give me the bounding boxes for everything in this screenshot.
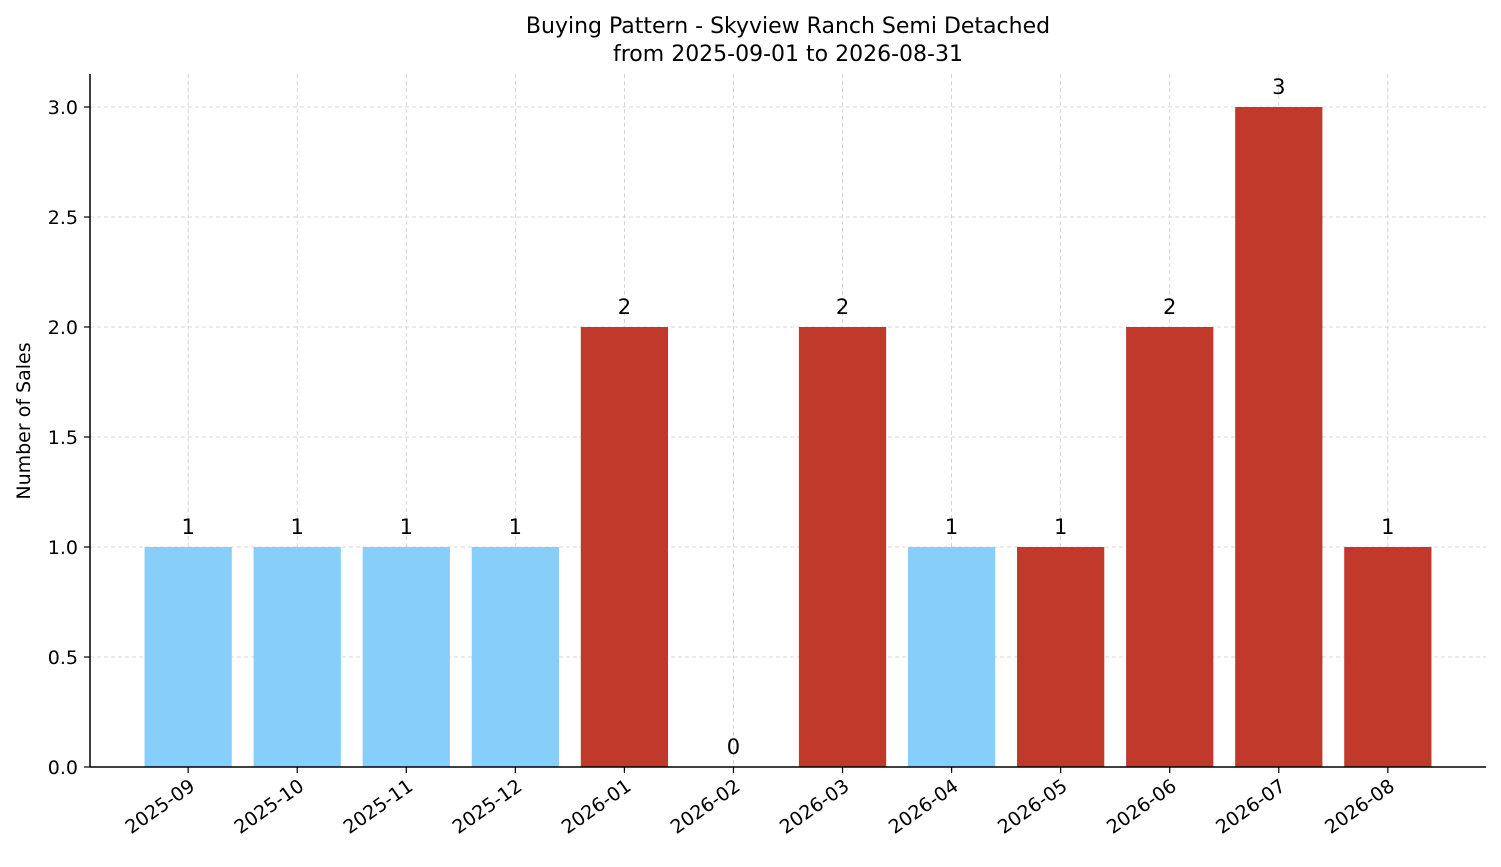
bar-2026-08 <box>1344 547 1432 767</box>
bar-2025-12 <box>471 547 559 767</box>
chart-title-line2: from 2025-09-01 to 2026-08-31 <box>613 42 963 67</box>
y-tick-label: 3.0 <box>48 97 78 119</box>
x-tick-label: 2026-02 <box>667 775 745 839</box>
y-tick-label: 2.5 <box>48 207 78 229</box>
data-label-2026-04: 1 <box>945 515 958 539</box>
data-label-2026-01: 2 <box>618 295 631 319</box>
bar-2026-05 <box>1017 547 1105 767</box>
data-label-2025-11: 1 <box>400 515 413 539</box>
data-label-2026-05: 1 <box>1054 515 1067 539</box>
x-tick-label: 2026-03 <box>776 775 854 839</box>
bars-layer <box>144 107 1432 767</box>
data-label-2026-06: 2 <box>1163 295 1176 319</box>
bar-2026-01 <box>580 327 669 767</box>
x-tick-label: 2026-07 <box>1212 775 1290 839</box>
x-tick-label: 2026-06 <box>1103 775 1181 839</box>
data-label-2026-08: 1 <box>1381 515 1394 539</box>
data-label-2026-07: 3 <box>1272 75 1285 99</box>
bar-2026-03 <box>798 327 887 767</box>
data-label-2026-03: 2 <box>836 295 849 319</box>
bar-2025-09 <box>144 547 232 767</box>
bar-2026-07 <box>1235 107 1323 767</box>
bar-2026-06 <box>1126 327 1214 767</box>
data-label-2026-02: 0 <box>727 735 740 759</box>
data-label-2025-10: 1 <box>291 515 304 539</box>
y-tick-label: 0.0 <box>48 757 78 779</box>
y-axis-label: Number of Sales <box>13 342 35 499</box>
x-tick-label: 2026-04 <box>885 775 963 839</box>
data-label-2025-12: 1 <box>509 515 522 539</box>
y-tick-label: 0.5 <box>48 647 78 669</box>
y-tick-label: 1.0 <box>48 537 78 559</box>
x-tick-label: 2025-12 <box>449 775 527 839</box>
bar-2025-11 <box>362 547 450 767</box>
data-label-2025-09: 1 <box>181 515 194 539</box>
bar-2026-04 <box>907 547 996 767</box>
x-tick-label: 2025-10 <box>230 775 308 839</box>
x-tick-label: 2025-11 <box>339 775 417 839</box>
y-tick-label: 2.0 <box>48 317 78 339</box>
bar-2025-10 <box>253 547 341 767</box>
x-tick-label: 2026-05 <box>994 775 1072 839</box>
chart-title-line1: Buying Pattern - Skyview Ranch Semi Deta… <box>526 14 1050 39</box>
x-tick-label: 2025-09 <box>121 775 199 839</box>
x-tick-label: 2026-08 <box>1321 775 1399 839</box>
y-tick-label: 1.5 <box>48 427 78 449</box>
x-tick-label: 2026-01 <box>558 775 636 839</box>
data-labels-layer: 1 1 1 1 2 0 2 1 1 2 3 1 <box>181 75 1394 759</box>
